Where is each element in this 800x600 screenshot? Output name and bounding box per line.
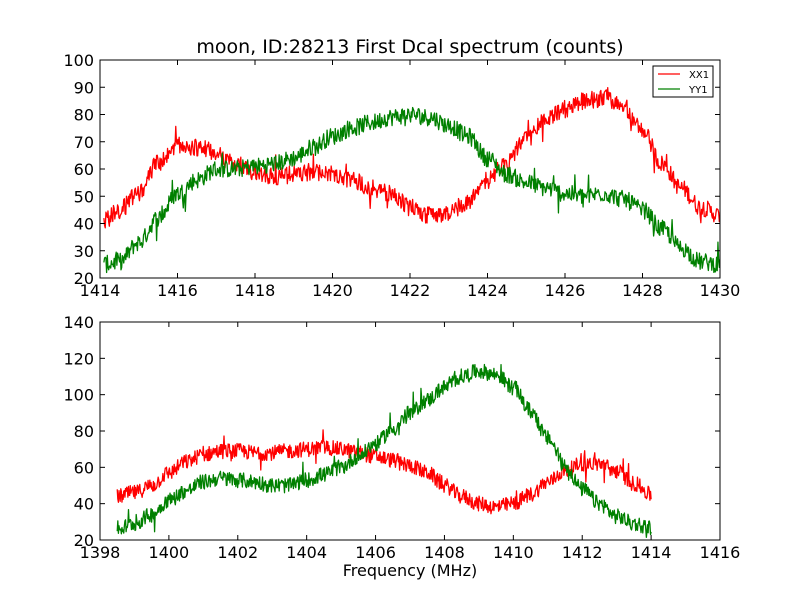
x-tick-label: 1406	[355, 543, 396, 562]
x-tick-label: 1398	[80, 543, 121, 562]
x-tick-label: 1428	[622, 281, 663, 300]
legend-box	[652, 65, 714, 98]
x-tick-label: 1414	[631, 543, 672, 562]
bottom-ticks-group: 1398 1400 1402 1404 1406 1408 1410 1412 1414 1416…	[63, 313, 740, 562]
x-tick-label: 1408	[424, 543, 465, 562]
y-tick-label: 40	[74, 215, 94, 234]
y-tick-label: 20	[74, 269, 94, 288]
y-tick-label: 70	[74, 133, 94, 152]
x-tick-label: 1402	[217, 543, 258, 562]
top-ticks-group: 1414 1416 1418 1420 1422 1424 1426 1428 1430 20 30…	[63, 51, 740, 300]
y-tick-label: 90	[74, 78, 94, 97]
x-tick-label: 1400	[149, 543, 190, 562]
x-tick-label: 1426	[545, 281, 586, 300]
y-tick-label: 40	[74, 495, 94, 514]
x-tick-label: 1420	[312, 281, 353, 300]
legend-label-xx1: XX1	[689, 70, 709, 81]
x-tick-label: 1414	[80, 281, 121, 300]
y-tick-label: 30	[74, 242, 94, 261]
y-tick-label: 60	[74, 458, 94, 477]
x-tick-label: 1416	[700, 543, 741, 562]
bottom-series-group	[116, 363, 652, 538]
y-tick-label: 60	[74, 160, 94, 179]
x-tick-label: 1410	[493, 543, 534, 562]
y-tick-label: 80	[74, 106, 94, 125]
series-line-xx1	[103, 87, 720, 229]
x-axis-label: Frequency (MHz)	[343, 561, 477, 580]
series-line-yy1	[116, 363, 652, 538]
top-panel: moon, ID:28213 First Dcal spectrum (coun…	[63, 36, 740, 300]
y-tick-label: 50	[74, 187, 94, 206]
x-tick-label: 1422	[390, 281, 431, 300]
x-tick-label: 1412	[562, 543, 603, 562]
bottom-plot-frame	[99, 321, 721, 541]
legend-label-yy1: YY1	[688, 85, 708, 96]
chart-title: moon, ID:28213 First Dcal spectrum (coun…	[196, 36, 623, 58]
y-tick-label: 100	[63, 386, 94, 405]
legend: XX1 YY1	[652, 65, 714, 98]
x-tick-label: 1430	[700, 281, 741, 300]
top-series-group	[103, 87, 720, 274]
bottom-plot-area	[100, 322, 720, 540]
y-tick-label: 80	[74, 422, 94, 441]
x-tick-label: 1416	[157, 281, 198, 300]
y-tick-label: 120	[63, 349, 94, 368]
series-line-yy1	[103, 106, 720, 274]
y-tick-label: 100	[63, 51, 94, 70]
y-tick-label: 20	[74, 531, 94, 550]
x-tick-label: 1424	[467, 281, 508, 300]
x-tick-label: 1404	[286, 543, 327, 562]
top-plot-frame	[99, 59, 721, 279]
x-tick-label: 1418	[235, 281, 276, 300]
y-tick-label: 140	[63, 313, 94, 332]
top-plot-area	[100, 60, 720, 278]
bottom-panel: 1398 1400 1402 1404 1406 1408 1410 1412 1414 1416…	[63, 313, 740, 580]
